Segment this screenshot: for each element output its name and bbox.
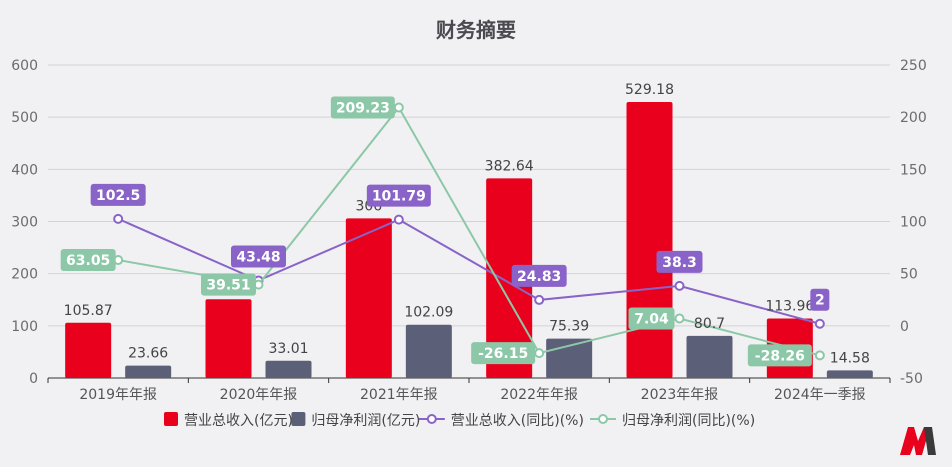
bar [486, 178, 533, 378]
line-point [393, 214, 404, 225]
chart-title: 财务摘要 [436, 18, 516, 42]
y-right-tick-label: -50 [900, 371, 923, 387]
bar-data-label: 75.39 [549, 319, 589, 335]
line-data-label: 43.48 [236, 249, 280, 265]
line-data-label-box [628, 307, 675, 330]
line-data-label: 209.23 [336, 101, 390, 117]
line-data-label-box [810, 288, 830, 311]
line-point [814, 350, 825, 361]
legend-item: 归母净利润(同比)(%) [590, 412, 755, 429]
legend-swatch [291, 412, 306, 426]
line-point [674, 280, 685, 291]
line-data-label: 38.3 [662, 255, 697, 271]
bar [826, 370, 873, 378]
line-data-label-box [747, 344, 812, 367]
bar [686, 335, 733, 378]
x-tick-label: 2019年年报 [79, 387, 157, 403]
bar [125, 365, 172, 378]
legend-label: 归母净利润(同比)(%) [622, 412, 755, 429]
line-data-label: 7.04 [634, 311, 669, 327]
y-left-tick-label: 500 [11, 110, 38, 126]
y-left-tick-label: 300 [11, 215, 38, 231]
y-right-tick-label: 100 [900, 215, 927, 231]
x-tick-label: 2022年年报 [500, 387, 578, 403]
line-data-label-box [231, 245, 286, 268]
y-right-tick-label: 50 [900, 267, 918, 283]
line-data-label-box [330, 96, 395, 119]
x-tick-label: 2023年年报 [641, 387, 719, 403]
line-point [534, 348, 545, 359]
line-data-label: 63.05 [66, 253, 110, 269]
legend-label: 营业总收入(同比)(%) [451, 413, 584, 429]
bar-data-label: 529.18 [625, 82, 674, 98]
line-data-label-box [511, 264, 567, 287]
line-data-label: 101.79 [372, 189, 426, 205]
x-tick-label: 2024年一季报 [774, 387, 866, 403]
bar [546, 338, 593, 378]
line-data-label: 102.5 [96, 188, 140, 204]
y-right-tick-label: 200 [900, 110, 927, 126]
legend-item: 归母净利润(亿元) [291, 412, 420, 429]
bar [626, 101, 673, 379]
legend-marker [598, 414, 608, 424]
line-point [674, 313, 685, 324]
bar [205, 299, 252, 378]
line-data-label: 2 [815, 293, 825, 309]
line-data-label: -28.26 [755, 348, 805, 364]
line-data-label-box [656, 250, 703, 273]
bar-data-label: 14.58 [830, 350, 870, 366]
legend-item: 营业总收入(亿元) [164, 412, 293, 429]
legend-swatch [164, 412, 178, 426]
bar-data-label: 382.64 [485, 158, 534, 174]
line-point [534, 294, 545, 305]
line-data-label-box [471, 342, 536, 365]
bar [265, 360, 312, 378]
line-point [814, 318, 825, 329]
line-data-label-box [60, 249, 116, 272]
y-right-tick-label: 150 [900, 162, 927, 178]
line-data-label: 39.51 [206, 278, 250, 294]
y-left-tick-label: 400 [11, 162, 38, 178]
line-data-label-box [201, 273, 256, 296]
legend-item: 营业总收入(同比)(%) [418, 413, 584, 429]
bar [405, 324, 452, 378]
y-right-tick-label: 250 [900, 58, 927, 74]
bar-data-label: 105.87 [64, 303, 113, 319]
x-tick-label: 2020年年报 [220, 387, 298, 403]
y-left-tick-label: 600 [11, 58, 38, 74]
bar [65, 322, 112, 378]
bar [345, 218, 392, 378]
legend-marker [426, 414, 437, 424]
line-data-label: 24.83 [517, 269, 561, 285]
line-data-label-box [366, 184, 431, 207]
y-left-tick-label: 200 [11, 267, 38, 283]
x-tick-label: 2021年年报 [360, 387, 438, 403]
bar-data-label: 113.96 [765, 299, 814, 315]
legend-label: 归母净利润(亿元) [311, 412, 420, 429]
y-left-tick-label: 100 [11, 319, 38, 335]
line-data-label-box [90, 183, 146, 206]
line-data-label: -26.15 [478, 346, 528, 362]
legend-label: 营业总收入(亿元) [184, 413, 293, 429]
line-point [113, 213, 124, 224]
bar-data-label: 80.7 [694, 316, 725, 332]
brand-logo-icon [900, 427, 936, 455]
y-left-tick-label: 0 [29, 371, 38, 387]
line-point [393, 102, 404, 113]
bar-data-label: 102.09 [404, 305, 453, 321]
series-line [117, 217, 821, 325]
y-right-tick-label: 0 [900, 319, 909, 335]
bar-data-label: 33.01 [268, 341, 308, 357]
bar-data-label: 23.66 [128, 346, 168, 362]
